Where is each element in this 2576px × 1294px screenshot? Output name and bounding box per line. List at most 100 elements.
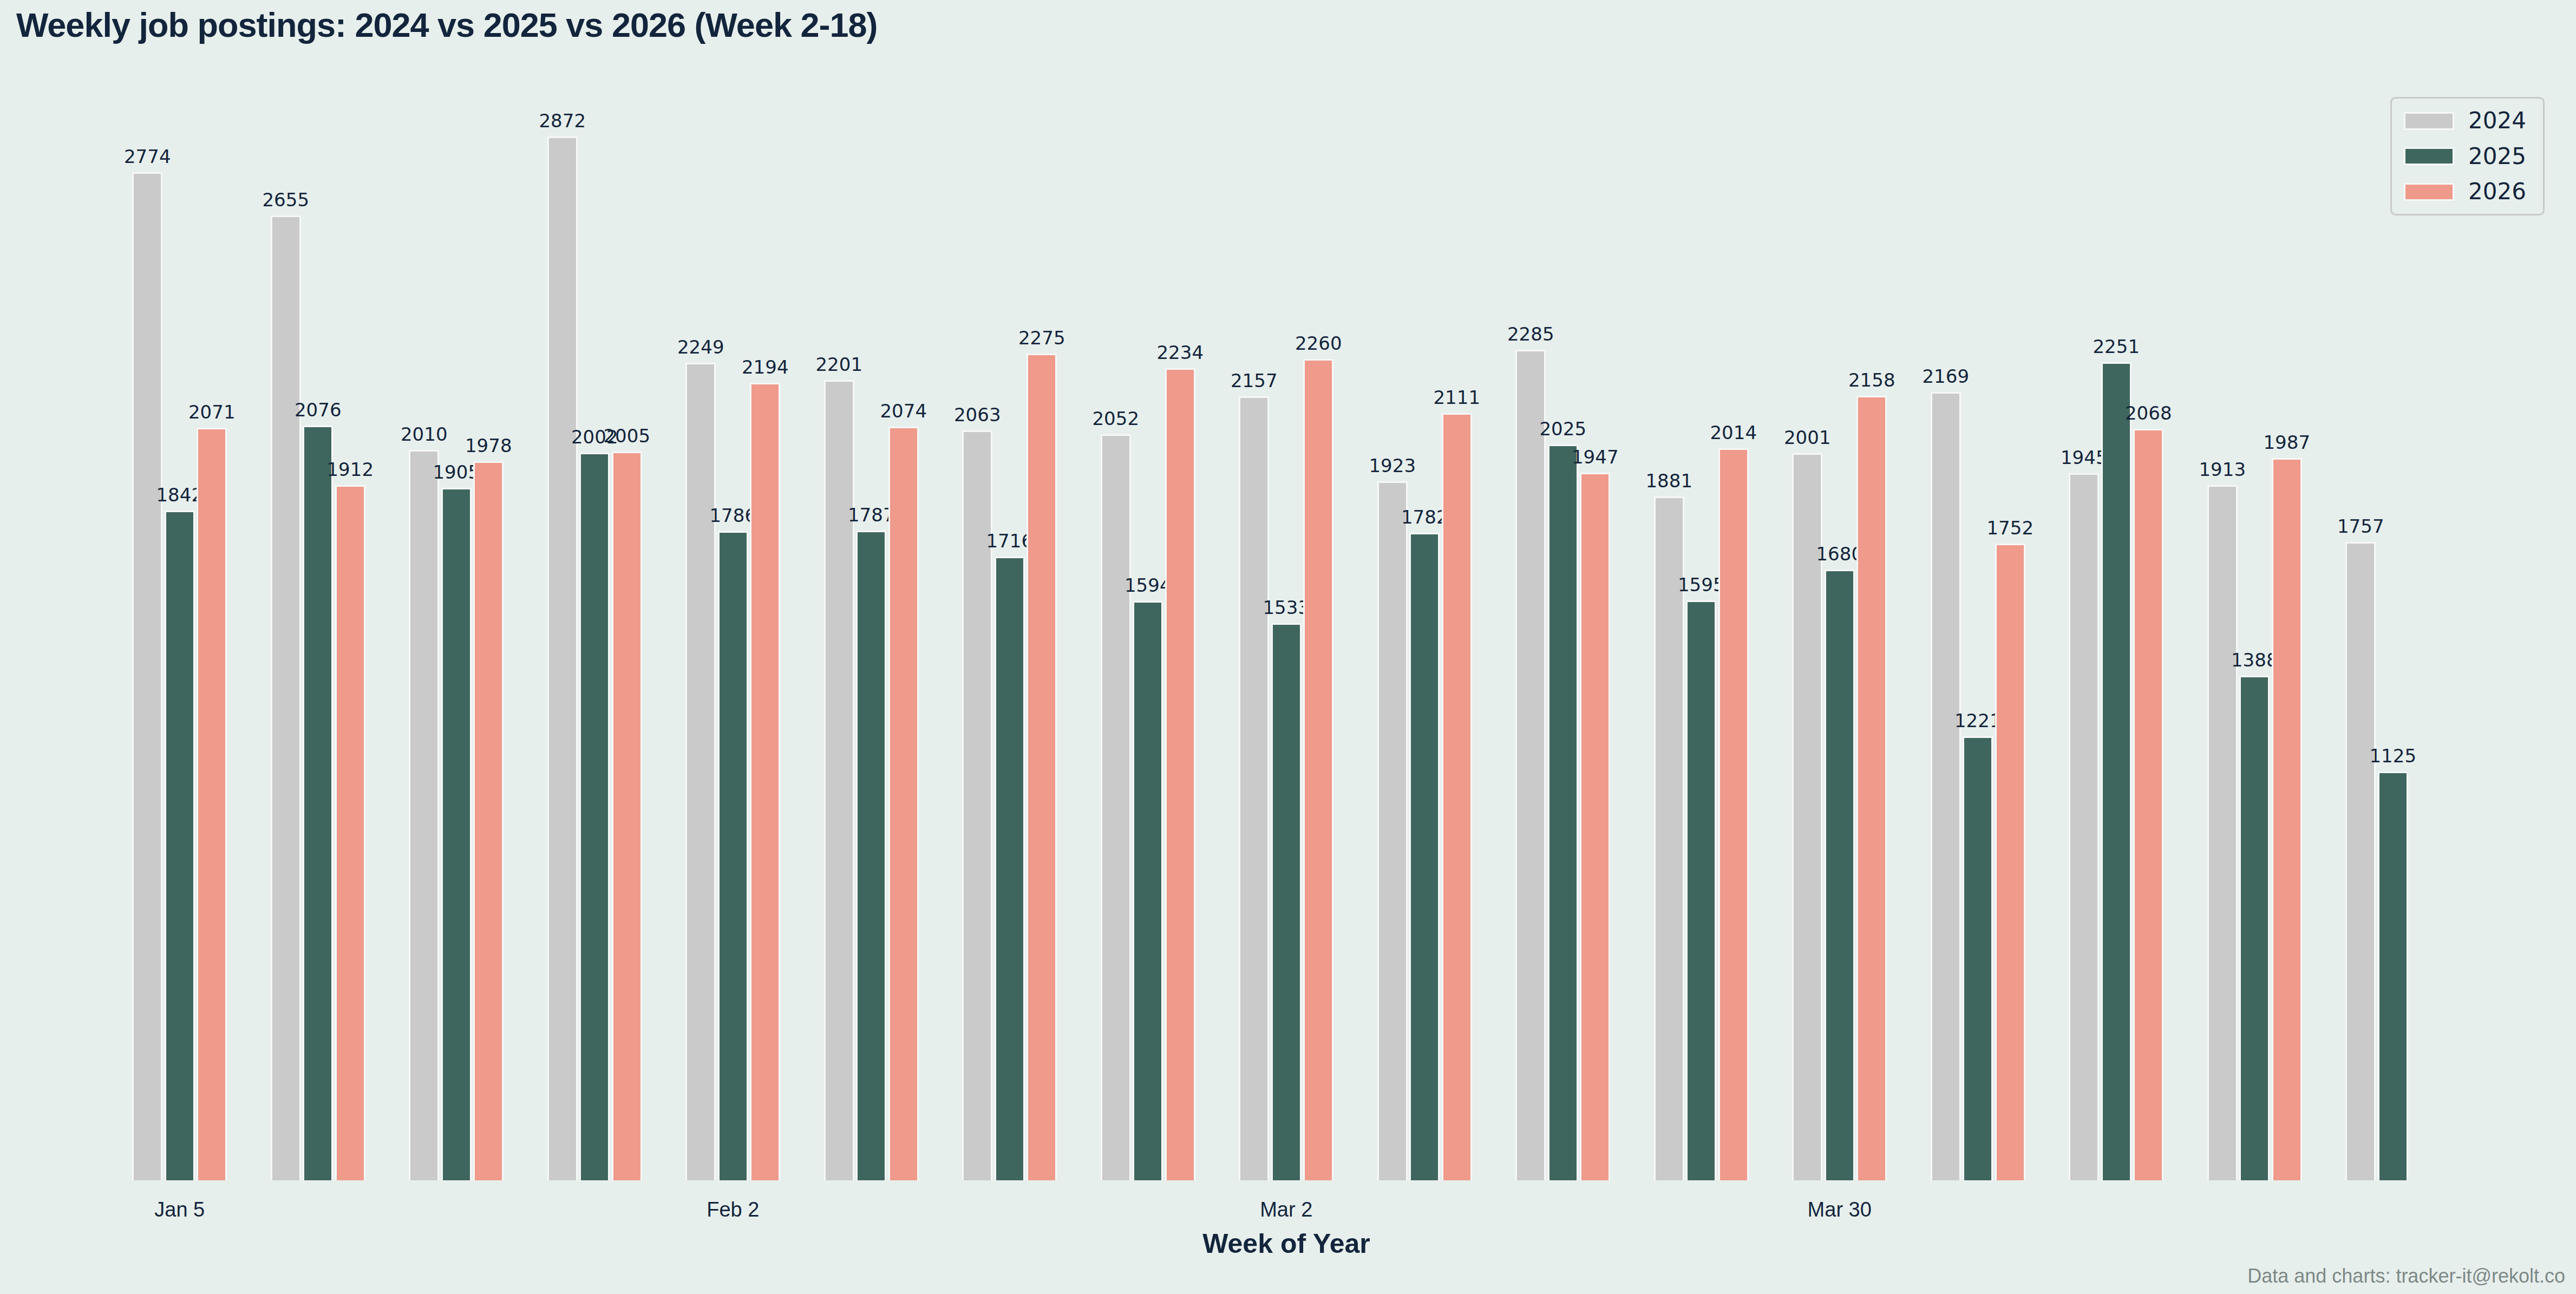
bar-value-label: 1787 [848, 506, 895, 524]
bar-value-label: 2201 [815, 355, 862, 374]
bar-value-label: 2014 [1710, 423, 1757, 442]
bar-value-label: 1716 [986, 532, 1033, 550]
bar-2026 [1718, 448, 1749, 1180]
bar-value-label: 2249 [677, 338, 724, 356]
bar-2026 [1165, 368, 1195, 1180]
bar-value-label: 1388 [2231, 651, 2278, 669]
bar-value-label: 2872 [539, 112, 586, 130]
bar-group: 2157 1533 2260 [1217, 125, 1356, 1180]
legend-swatch-2026 [2404, 183, 2454, 201]
bar-value-label: 1945 [2061, 448, 2108, 467]
bar-2025 [2101, 362, 2132, 1180]
bar-value-label: 2774 [124, 147, 171, 166]
bar-value-label: 2157 [1231, 371, 1278, 390]
bar-value-label: 1782 [1401, 508, 1448, 526]
bar-2024 [685, 363, 716, 1180]
bar-2024 [1239, 396, 1269, 1180]
bar-2024 [1377, 481, 1408, 1180]
bar-2026 [888, 427, 919, 1180]
legend-label-2024: 2024 [2468, 109, 2526, 132]
bar-group: 2001 1680 2158 [1770, 125, 1909, 1180]
bar-2026 [612, 452, 642, 1180]
bar-2024 [2345, 542, 2376, 1180]
bar-group: 2774 1842 2071 [110, 125, 249, 1180]
legend-label-2026: 2026 [2468, 180, 2526, 203]
bar-value-label: 2071 [188, 403, 236, 421]
bar-value-label: 1842 [156, 486, 203, 504]
legend-item-2025: 2025 [2404, 145, 2531, 168]
bar-2025 [1825, 570, 1855, 1180]
bar-group: 205215942234 [1079, 125, 1218, 1180]
bar-2025 [2239, 676, 2270, 1180]
bar-value-label: 2111 [1433, 388, 1480, 407]
bar-value-label: 1881 [1645, 472, 1692, 490]
bar-2025 [303, 426, 333, 1180]
bar-2025 [1686, 600, 1716, 1180]
bar-2026 [197, 428, 227, 1180]
bar-value-label: 1221 [1954, 711, 2002, 730]
bar-2024 [1515, 350, 1546, 1180]
bar-value-label: 1757 [2337, 517, 2384, 535]
bar-value-label: 2260 [1295, 334, 1342, 352]
bar-2026 [473, 461, 504, 1180]
bar-group: 1913 1388 1987 [2186, 125, 2324, 1180]
bar-value-label: 2010 [401, 425, 448, 443]
bar-value-label: 2655 [262, 191, 309, 209]
bar-group: 1923 1782 2111 [1356, 125, 1494, 1180]
bar-value-label: 2194 [742, 358, 789, 376]
legend-swatch-2025 [2404, 147, 2454, 165]
bar-value-label: 2001 [1784, 428, 1831, 447]
bar-2025 [1409, 533, 1440, 1180]
bar-group: 17571125 [2324, 125, 2462, 1180]
bar-2026 [1027, 354, 1057, 1180]
bar-value-label: 2285 [1507, 325, 1554, 343]
bar-value-label: 2068 [2125, 404, 2172, 422]
bar-2024 [1654, 496, 1684, 1180]
bar-value-label: 1786 [709, 506, 756, 525]
bar-2026 [1580, 473, 1610, 1180]
bar-2026 [750, 383, 780, 1180]
bar-2025 [856, 531, 886, 1180]
bar-2024 [409, 450, 439, 1180]
legend-item-2026: 2026 [2404, 180, 2531, 203]
bar-value-label: 2005 [603, 427, 650, 445]
bar-value-label: 1752 [1986, 519, 2034, 537]
bar-2026 [2133, 429, 2163, 1180]
bar-2026 [1442, 413, 1472, 1180]
bar-2025 [718, 531, 748, 1180]
plot-area: 2774184220712655207619122010190519782872… [110, 125, 2462, 1180]
bar-2025 [995, 557, 1025, 1180]
bar-value-label: 1533 [1263, 598, 1310, 617]
bar-2025 [1963, 736, 1993, 1180]
bar-value-label: 2063 [954, 406, 1001, 424]
chart-title: Weekly job postings: 2024 vs 2025 vs 202… [16, 5, 878, 44]
bar-group: 220117872074 [802, 125, 941, 1180]
bar-2025 [579, 453, 610, 1180]
bar-value-label: 1913 [2199, 460, 2246, 479]
bar-value-label: 1595 [1678, 576, 1725, 594]
bar-2025 [2378, 772, 2408, 1180]
bar-2026 [1856, 396, 1887, 1180]
x-tick-label: Mar 30 [1808, 1198, 1872, 1223]
bar-group: 2169 1221 1752 [1909, 125, 2048, 1180]
bar-value-label: 2052 [1092, 409, 1139, 428]
bar-value-label: 1923 [1369, 456, 1416, 475]
bar-2025 [441, 488, 472, 1180]
footer-credit: Data and charts: tracker-it@rekolt.co [2247, 1265, 2565, 1288]
bar-2026 [1303, 359, 1333, 1180]
bar-2024 [547, 136, 578, 1180]
bar-group: 287220022005 [526, 125, 664, 1180]
bar-value-label: 2158 [1848, 371, 1895, 389]
bar-value-label: 2251 [2093, 337, 2140, 356]
bar-value-label: 1987 [2263, 433, 2310, 452]
bar-2025 [1271, 623, 1302, 1180]
bar-value-label: 1905 [433, 463, 480, 481]
x-tick-label: Feb 2 [707, 1198, 759, 1223]
bar-group: 206317162275 [940, 125, 1079, 1180]
legend: 2024 2025 2026 [2390, 97, 2545, 215]
bar-value-label: 1680 [1816, 545, 1863, 563]
bar-value-label: 1978 [465, 436, 512, 455]
legend-item-2024: 2024 [2404, 109, 2531, 132]
x-tick-label: Jan 5 [154, 1198, 205, 1223]
bar-value-label: 2169 [1922, 367, 1969, 385]
